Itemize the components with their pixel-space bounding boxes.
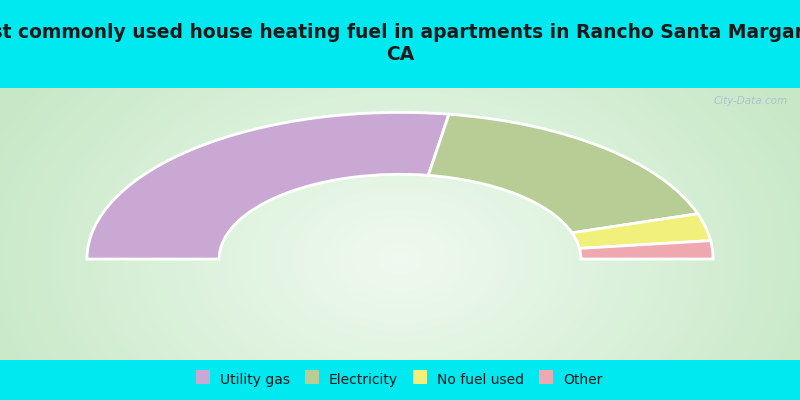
Wedge shape (579, 241, 713, 259)
Legend: Utility gas, Electricity, No fuel used, Other: Utility gas, Electricity, No fuel used, … (194, 369, 606, 391)
Wedge shape (87, 112, 449, 259)
Text: City-Data.com: City-Data.com (714, 96, 788, 106)
Wedge shape (572, 214, 710, 248)
Wedge shape (428, 114, 698, 233)
Text: Most commonly used house heating fuel in apartments in Rancho Santa Margarita,
C: Most commonly used house heating fuel in… (0, 24, 800, 64)
